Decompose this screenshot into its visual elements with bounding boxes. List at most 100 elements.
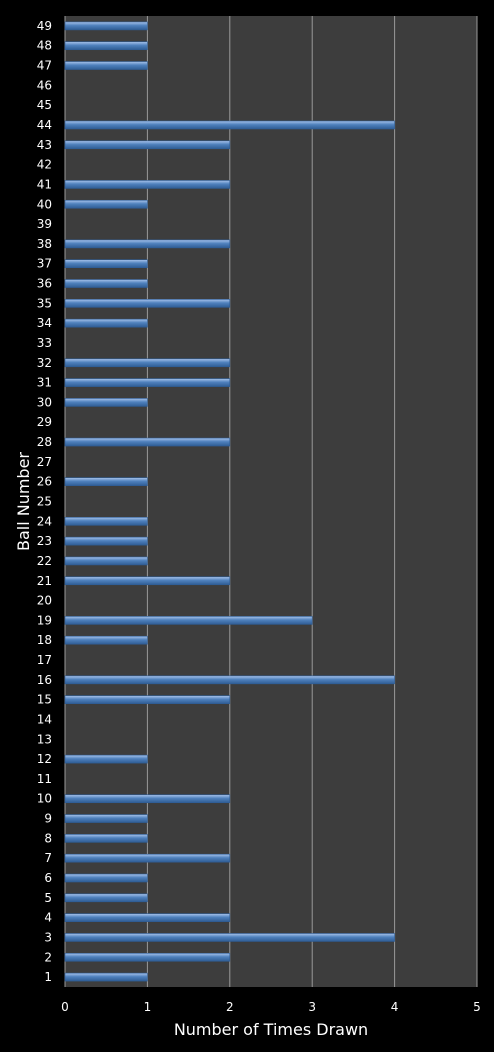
- x-tick-label: 1: [144, 1000, 152, 1014]
- y-tick-label: 43: [37, 138, 52, 152]
- y-tick-label: 11: [37, 772, 52, 786]
- y-tick-label: 45: [37, 98, 52, 112]
- y-tick-label: 41: [37, 177, 52, 191]
- bar-26: [64, 477, 148, 486]
- bar-37: [64, 259, 148, 269]
- y-tick-label: 12: [37, 752, 52, 766]
- bar-5: [64, 893, 148, 903]
- y-tick-label: 38: [37, 237, 52, 251]
- y-tick-label: 42: [37, 158, 52, 172]
- y-tick-label: 24: [37, 514, 52, 528]
- x-tick-label: 3: [308, 1000, 316, 1014]
- y-tick-labels: 1234567891011121314151617181920212223242…: [37, 19, 52, 984]
- bar-48: [64, 41, 148, 51]
- bar-43: [64, 140, 231, 150]
- bar-6: [64, 873, 148, 883]
- y-tick-label: 10: [37, 792, 52, 806]
- y-tick-label: 46: [37, 78, 52, 92]
- bar-40: [64, 199, 148, 209]
- gridlines: [64, 16, 478, 987]
- x-axis-label: Number of Times Drawn: [174, 1020, 368, 1039]
- y-tick-label: 34: [37, 316, 52, 330]
- y-tick-label: 18: [37, 633, 52, 647]
- plot-area: [65, 16, 477, 987]
- bar-3: [64, 933, 395, 942]
- y-tick-label: 7: [44, 851, 52, 865]
- bar-24: [64, 517, 148, 526]
- y-tick-label: 2: [44, 950, 52, 964]
- y-tick-label: 5: [44, 891, 52, 905]
- y-tick-label: 14: [37, 712, 52, 726]
- bar-28: [64, 437, 231, 447]
- y-tick-label: 25: [37, 495, 52, 509]
- y-tick-label: 48: [37, 39, 52, 53]
- bar-8: [64, 834, 148, 843]
- y-tick-label: 31: [37, 376, 52, 390]
- bar-4: [64, 913, 231, 922]
- y-tick-label: 39: [37, 217, 52, 231]
- bar-34: [64, 318, 148, 328]
- x-tick-label: 0: [61, 1000, 69, 1014]
- y-tick-label: 26: [37, 475, 52, 489]
- bar-2: [64, 952, 231, 962]
- y-tick-label: 8: [44, 831, 52, 845]
- bar-10: [64, 794, 231, 804]
- y-tick-label: 29: [37, 415, 52, 429]
- y-tick-label: 21: [37, 574, 52, 588]
- y-tick-label: 17: [37, 653, 52, 667]
- bar-12: [64, 754, 148, 764]
- bar-15: [64, 695, 231, 704]
- bar-18: [64, 635, 148, 645]
- y-tick-label: 27: [37, 455, 52, 469]
- x-tick-labels: 0 1 2 3 4 5: [61, 1000, 481, 1014]
- bar-9: [64, 814, 148, 823]
- y-tick-label: 37: [37, 257, 52, 271]
- y-tick-label: 33: [37, 336, 52, 350]
- y-tick-label: 20: [37, 594, 52, 608]
- y-tick-label: 19: [37, 613, 52, 627]
- bar-49: [64, 21, 148, 31]
- y-tick-label: 1: [44, 970, 52, 984]
- y-tick-label: 15: [37, 693, 52, 707]
- y-tick-label: 44: [37, 118, 52, 132]
- y-tick-label: 23: [37, 534, 52, 548]
- bar-7: [64, 853, 231, 863]
- x-tick-label: 5: [473, 1000, 481, 1014]
- bar-41: [64, 180, 231, 189]
- bar-19: [64, 616, 313, 625]
- bars: [64, 21, 395, 982]
- y-tick-label: 13: [37, 732, 52, 746]
- bar-1: [64, 972, 148, 982]
- y-tick-label: 28: [37, 435, 52, 449]
- bar-23: [64, 536, 148, 546]
- y-tick-label: 35: [37, 296, 52, 310]
- x-tick-label: 2: [226, 1000, 234, 1014]
- x-tick-label: 4: [391, 1000, 399, 1014]
- bar-21: [64, 576, 231, 586]
- y-tick-label: 30: [37, 395, 52, 409]
- bar-16: [64, 675, 395, 685]
- bar-47: [64, 61, 148, 70]
- y-tick-label: 47: [37, 59, 52, 73]
- y-tick-label: 9: [44, 812, 52, 826]
- y-tick-label: 22: [37, 554, 52, 568]
- y-tick-label: 49: [37, 19, 52, 33]
- y-tick-label: 32: [37, 356, 52, 370]
- bar-30: [64, 398, 148, 407]
- bar-38: [64, 239, 231, 249]
- bar-35: [64, 299, 231, 308]
- bar-31: [64, 378, 231, 387]
- y-tick-label: 4: [44, 911, 52, 925]
- y-tick-label: 6: [44, 871, 52, 885]
- bar-22: [64, 556, 148, 566]
- bar-44: [64, 120, 395, 130]
- y-tick-label: 36: [37, 277, 52, 291]
- y-tick-label: 16: [37, 673, 52, 687]
- y-axis-label: Ball Number: [14, 452, 33, 551]
- bar-36: [64, 279, 148, 288]
- y-tick-label: 40: [37, 197, 52, 211]
- y-tick-label: 3: [44, 930, 52, 944]
- bar-32: [64, 358, 231, 368]
